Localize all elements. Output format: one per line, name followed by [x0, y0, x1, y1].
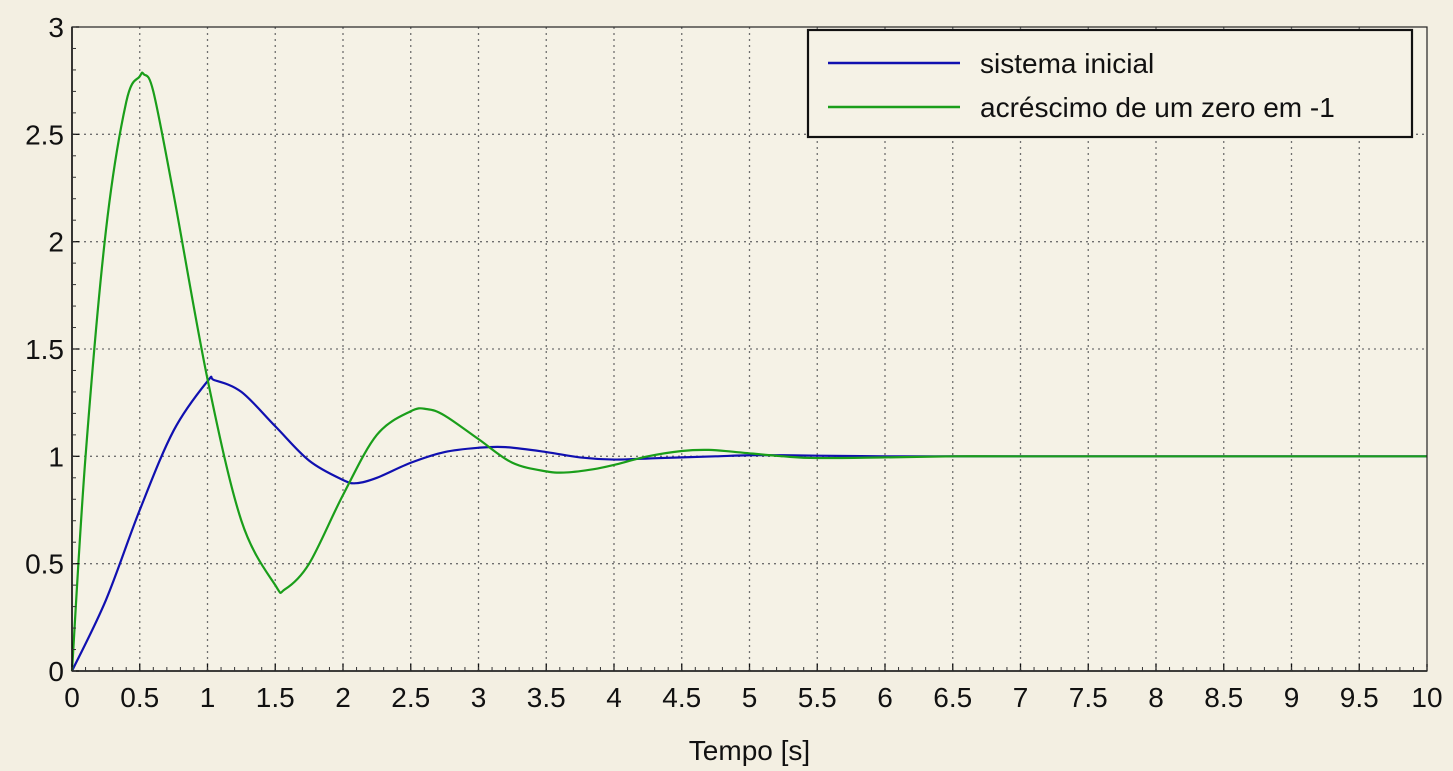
- x-tick-label: 7.5: [1069, 682, 1108, 713]
- x-tick-label: 4.5: [662, 682, 701, 713]
- legend: sistema inicial acréscimo de um zero em -…: [806, 28, 1414, 139]
- x-axis-label: Tempo [s]: [689, 735, 810, 766]
- x-tick-label: 8: [1148, 682, 1164, 713]
- y-tick-label: 1.5: [25, 334, 64, 365]
- y-tick-label: 2: [48, 227, 64, 258]
- x-tick-label: 1.5: [256, 682, 295, 713]
- x-tick-label: 5: [742, 682, 758, 713]
- y-tick-label: 0.5: [25, 549, 64, 580]
- x-tick-label: 1: [200, 682, 216, 713]
- y-tick-label: 3: [48, 12, 64, 43]
- legend-box: [806, 28, 1414, 139]
- x-tick-label: 5.5: [798, 682, 837, 713]
- series-layer: [70, 71, 1427, 672]
- x-tick-label: 8.5: [1204, 682, 1243, 713]
- x-tick-label: 4: [606, 682, 622, 713]
- x-tick-label: 10: [1411, 682, 1442, 713]
- x-tick-label: 6.5: [933, 682, 972, 713]
- y-tick-label: 1: [48, 441, 64, 472]
- tick-labels: 0 0.5 1 1.5 2 2.5 3 3.5 4 4.5 5 5.5 6 6.5 7 7.5 8 8.5 9 9.5…: [25, 12, 1443, 713]
- series-line-2: [70, 71, 1427, 672]
- y-tick-label: 2.5: [25, 119, 64, 150]
- x-tick-label: 2.5: [391, 682, 430, 713]
- legend-label-2: acréscimo de um zero em -1: [980, 92, 1335, 123]
- x-tick-label: 2: [335, 682, 351, 713]
- x-tick-label: 7: [1013, 682, 1029, 713]
- x-tick-label: 3.5: [527, 682, 566, 713]
- x-tick-label: 9.5: [1340, 682, 1379, 713]
- y-tick-label: 0: [48, 656, 64, 687]
- x-tick-label: 3: [471, 682, 487, 713]
- x-tick-label: 0: [64, 682, 80, 713]
- x-tick-label: 6: [877, 682, 893, 713]
- legend-label-1: sistema inicial: [980, 48, 1154, 79]
- x-tick-label: 0.5: [120, 682, 159, 713]
- x-tick-label: 9: [1284, 682, 1300, 713]
